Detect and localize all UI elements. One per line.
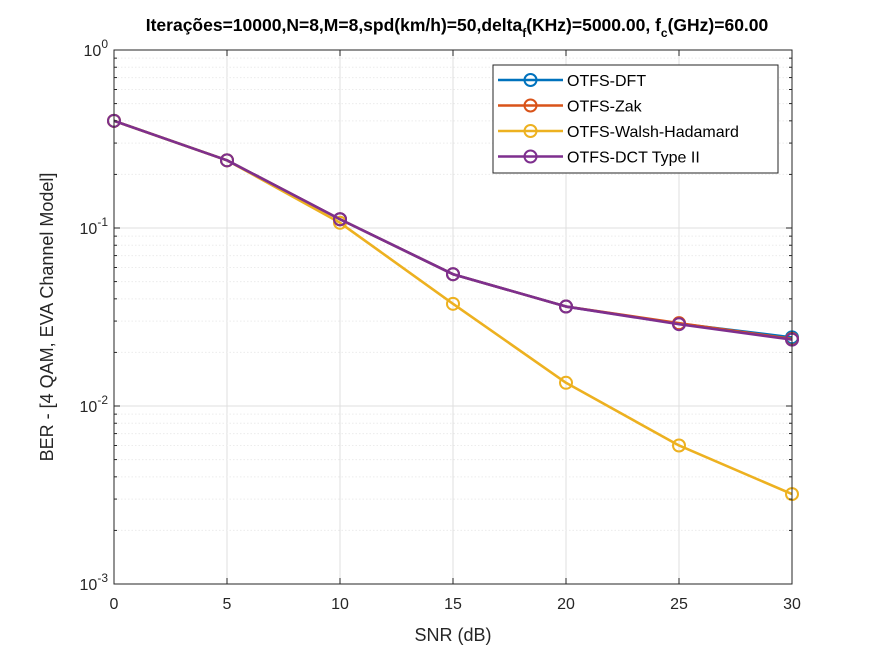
legend-entry: OTFS-DCT Type II — [498, 149, 700, 167]
legend-marker — [523, 98, 538, 113]
data-point — [446, 267, 460, 282]
y-axis-label: BER - [4 QAM, EVA Channel Model] — [37, 173, 57, 462]
y-tick-label: 100 — [84, 37, 109, 60]
legend-entry: OTFS-Walsh-Hadamard — [498, 124, 739, 141]
x-axis-label: SNR (dB) — [414, 625, 491, 645]
data-point — [220, 153, 234, 168]
y-tick-label: 10-1 — [80, 215, 109, 238]
x-tick-label: 30 — [783, 596, 801, 613]
legend-label: OTFS-DCT Type II — [567, 150, 700, 167]
data-point — [446, 296, 460, 311]
title-main: Iterações=10000,N=8,M=8,spd(km/h)=50,del… — [146, 15, 523, 35]
data-point — [672, 317, 686, 332]
legend-entry: OTFS-DFT — [498, 73, 646, 90]
x-tick-label: 10 — [331, 596, 349, 613]
data-point — [333, 212, 347, 227]
legend-label: OTFS-DFT — [567, 73, 646, 90]
legend-label: OTFS-Zak — [567, 99, 643, 116]
title-sub-1: f — [522, 26, 527, 40]
legend-marker — [523, 149, 538, 164]
x-tick-label: 5 — [223, 596, 232, 613]
legend-marker — [523, 124, 538, 138]
tick-labels: 0 5 10 15 20 25 30 100 10-1 10-2 10-3 — [80, 37, 801, 613]
axis-ticks — [113, 49, 793, 585]
title-sub-2: c — [661, 26, 668, 40]
x-tick-label: 15 — [444, 596, 462, 613]
legend-box — [492, 64, 779, 174]
legend: OTFS-DFT OTFS-Zak OTFS-Walsh-Hadamard OTFS-… — [492, 64, 779, 174]
legend-label: OTFS-Walsh-Hadamard — [567, 124, 739, 141]
legend-marker — [523, 73, 538, 87]
data-point — [559, 299, 573, 314]
x-tick-label: 25 — [670, 596, 688, 613]
series-line — [113, 119, 793, 341]
legend-entry: OTFS-Zak — [498, 98, 643, 116]
title-end: (GHz)=60.00 — [668, 15, 769, 35]
y-tick-label: 10-3 — [80, 571, 109, 594]
x-tick-label: 20 — [557, 596, 575, 613]
data-point — [559, 375, 573, 390]
series-otfs-dct-type-ii — [107, 113, 799, 347]
title-mid: (KHz)=5000.00, f — [526, 15, 661, 35]
chart-title: Iterações=10000,N=8,M=8,spd(km/h)=50,del… — [146, 15, 769, 40]
series-layer — [107, 113, 799, 502]
y-tick-label: 10-2 — [80, 393, 109, 416]
data-point — [672, 438, 686, 453]
x-tick-label: 0 — [110, 596, 119, 613]
